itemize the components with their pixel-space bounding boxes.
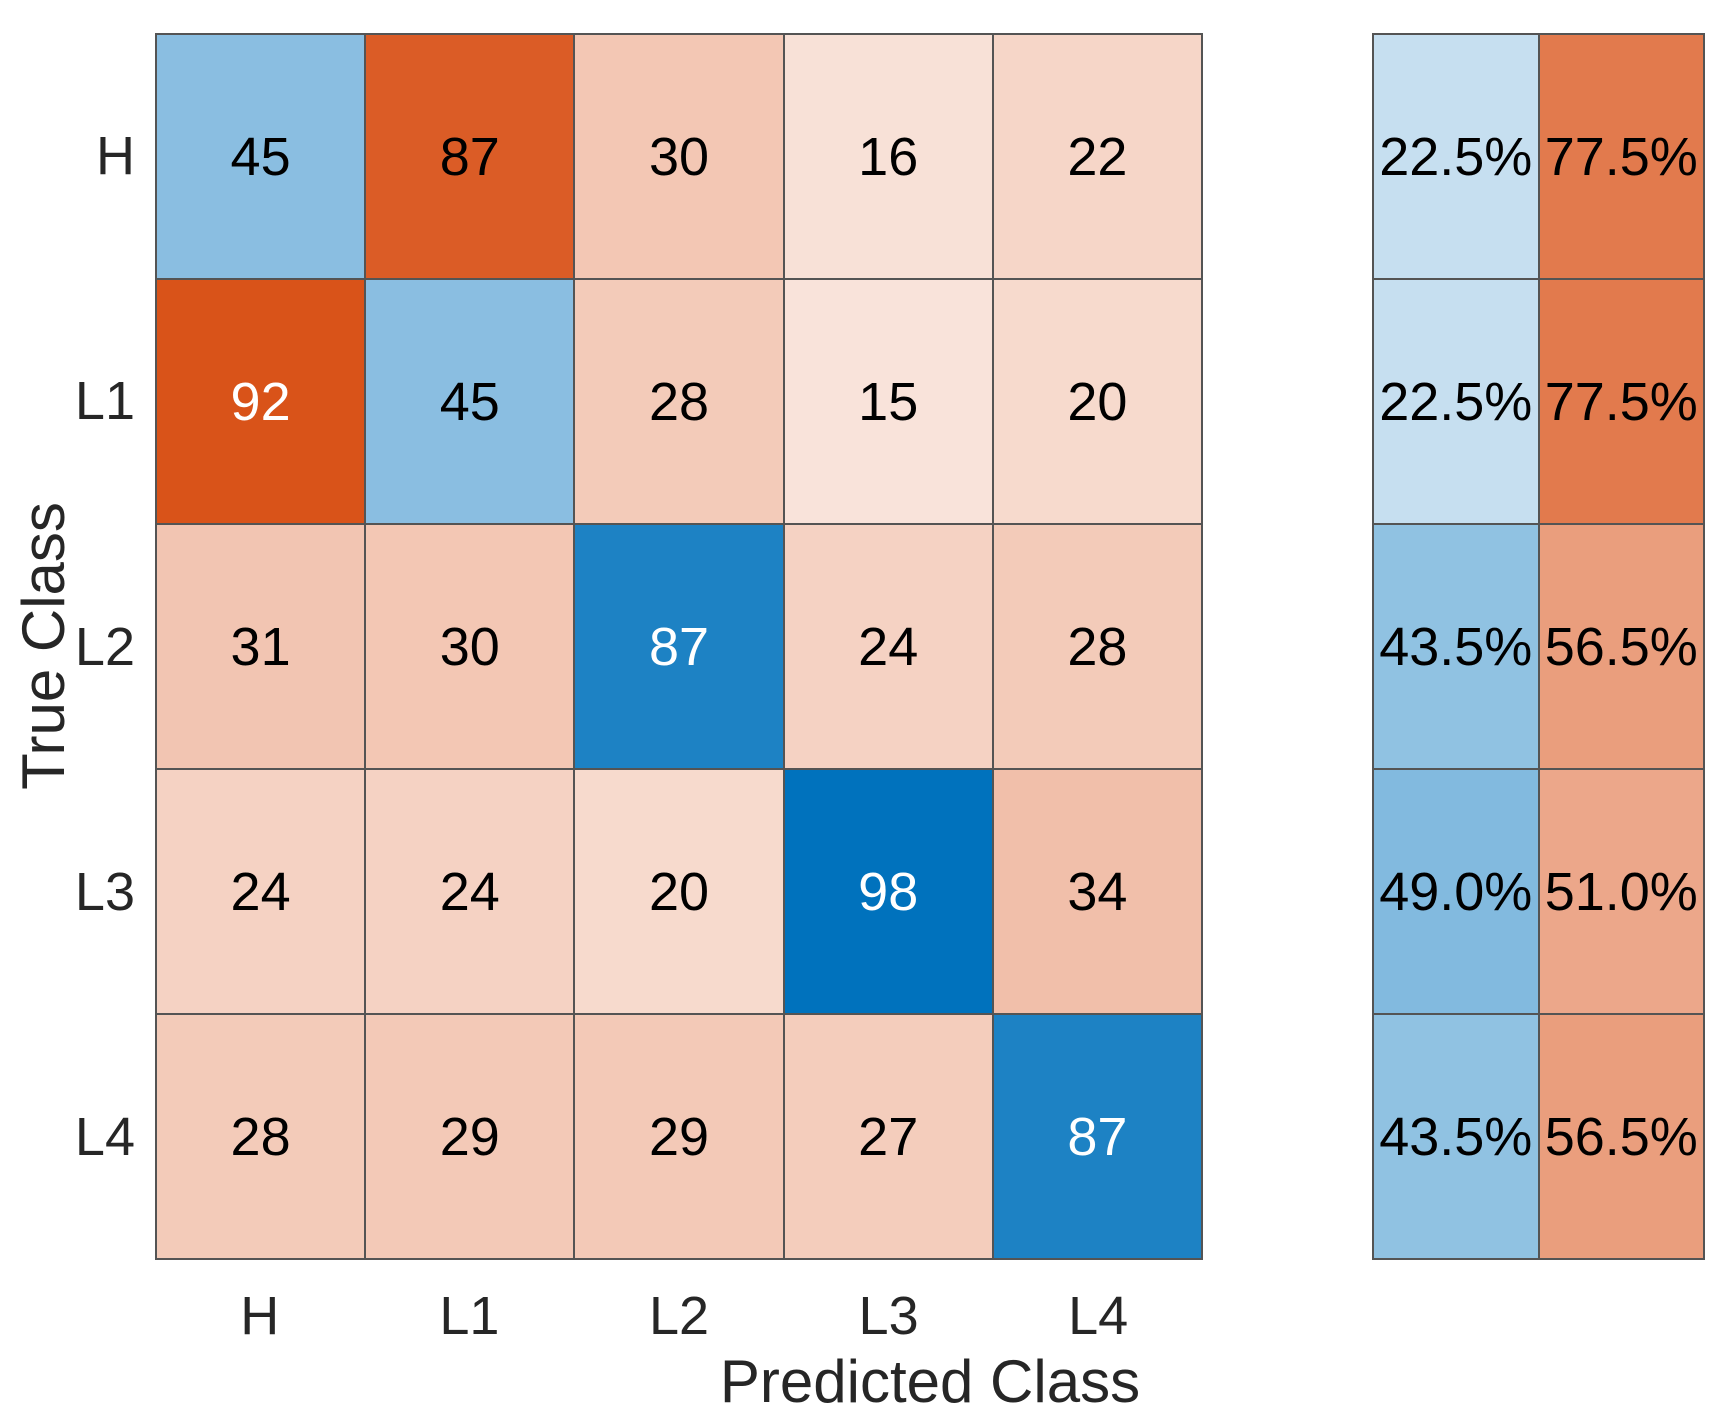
summary-tpr-L2: 43.5% — [1374, 525, 1538, 768]
y-tick-L4: L4 — [74, 1107, 135, 1168]
x-tick-L4: L4 — [1068, 1286, 1129, 1346]
cell-L1-L4: 20 — [993, 280, 1201, 523]
x-axis-label: Predicted Class — [719, 1348, 1141, 1415]
summary-tpr-L3: 49.0% — [1374, 770, 1538, 1013]
summary-tpr-L4: 43.5% — [1374, 1015, 1538, 1258]
cell-L4-L1: 29 — [366, 1015, 574, 1258]
cell-L4-L2: 29 — [575, 1015, 783, 1258]
cell-H-L1: 87 — [366, 35, 574, 278]
cell-L4-H: 28 — [157, 1015, 365, 1258]
summary-fnr-L4: 56.5% — [1539, 1015, 1703, 1258]
cell-L3-L2: 20 — [575, 770, 783, 1013]
cell-L4-L3: 27 — [784, 1015, 992, 1258]
cell-L1-L3: 15 — [784, 280, 992, 523]
cell-L3-L1: 24 — [366, 770, 574, 1013]
x-tick-H: H — [240, 1286, 280, 1346]
cell-L2-L3: 24 — [784, 525, 992, 768]
x-tick-L1: L1 — [439, 1286, 500, 1346]
cell-L4-L4: 87 — [993, 1015, 1201, 1258]
summary-tpr-L1: 22.5% — [1374, 280, 1538, 523]
cell-L2-L2: 87 — [575, 525, 783, 768]
summary-tpr-H: 22.5% — [1374, 35, 1538, 278]
cell-L3-L3: 98 — [784, 770, 992, 1013]
y-tick-L3: L3 — [74, 861, 135, 922]
row-summary-grid: 22.5% 77.5% 22.5% 77.5% 43.5% 56.5% 49.0% 51.0%… — [1372, 33, 1705, 1260]
cell-L1-L2: 28 — [575, 280, 783, 523]
cell-L1-H: 92 — [157, 280, 365, 523]
summary-fnr-H: 77.5% — [1539, 35, 1703, 278]
cell-L3-L4: 34 — [993, 770, 1201, 1013]
confusion-matrix-grid: 45 87 30 16 22 92 45 28 15 20 31 30 87 24 28 24 24 20 98 34… — [155, 33, 1203, 1260]
cell-H-L2: 30 — [575, 35, 783, 278]
cell-L2-L1: 30 — [366, 525, 574, 768]
y-tick-L2: L2 — [74, 616, 135, 677]
cell-L2-L4: 28 — [993, 525, 1201, 768]
summary-fnr-L2: 56.5% — [1539, 525, 1703, 768]
y-tick-L1: L1 — [74, 371, 135, 432]
y-tick-H: H — [96, 125, 135, 186]
cell-L3-H: 24 — [157, 770, 365, 1013]
summary-fnr-L3: 51.0% — [1539, 770, 1703, 1013]
summary-fnr-L1: 77.5% — [1539, 280, 1703, 523]
cell-H-H: 45 — [157, 35, 365, 278]
x-tick-L3: L3 — [858, 1286, 919, 1346]
cell-L1-L1: 45 — [366, 280, 574, 523]
cell-H-L3: 16 — [784, 35, 992, 278]
x-tick-L2: L2 — [648, 1286, 710, 1346]
cell-L2-H: 31 — [157, 525, 365, 768]
cell-H-L4: 22 — [993, 35, 1201, 278]
